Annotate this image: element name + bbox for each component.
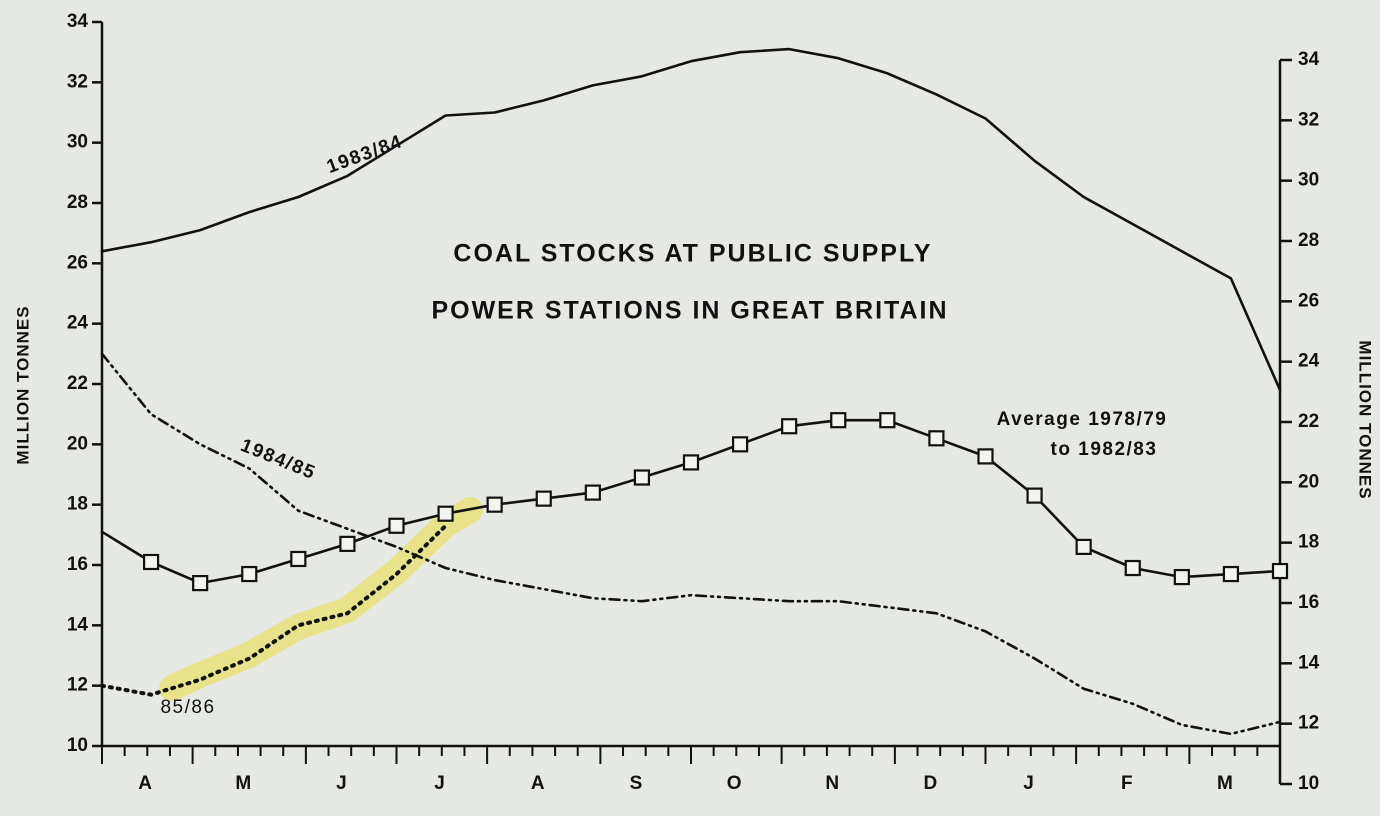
- marker: [1271, 562, 1289, 580]
- marker: [290, 550, 307, 568]
- y-tick-label: 14: [67, 614, 89, 635]
- series-line: [100, 47, 1282, 392]
- x-tick-label: S: [630, 773, 643, 794]
- y2-tick-label: 22: [1298, 411, 1319, 432]
- marker: [535, 490, 552, 507]
- y-tick-label: 18: [67, 494, 88, 515]
- marker: [1075, 538, 1092, 556]
- marker: [781, 418, 798, 435]
- y-tick-label: 12: [67, 675, 88, 696]
- marker: [1124, 559, 1141, 577]
- label-line: Average 1978/79: [997, 409, 1168, 430]
- y2-tick-label: 16: [1298, 592, 1319, 613]
- series-label: 85/86: [160, 697, 215, 718]
- label-line: to 1982/83: [1051, 439, 1158, 460]
- y-tick-label: 20: [67, 433, 88, 454]
- y2-tick-label: 32: [1298, 109, 1319, 130]
- x-tick-label: A: [138, 773, 152, 794]
- marker: [192, 574, 209, 592]
- y2-tick-label: 26: [1298, 290, 1319, 311]
- chart-title: POWER STATIONS IN GREAT BRITAIN: [431, 297, 948, 325]
- series-label: 1983/84: [324, 131, 406, 178]
- marker: [486, 496, 503, 513]
- marker: [1026, 487, 1043, 504]
- x-tick-label: D: [924, 773, 938, 794]
- y-tick-label: 26: [67, 252, 88, 273]
- highlight: [159, 497, 483, 701]
- y2-tick-label: 10: [1298, 773, 1319, 794]
- marker: [633, 469, 651, 486]
- y-tick-label: 30: [67, 132, 88, 153]
- y-tick-label: 24: [67, 313, 89, 334]
- marker: [879, 412, 896, 429]
- x-tick-label: J: [1023, 773, 1034, 794]
- series-line: [100, 523, 448, 697]
- x-tick-label: F: [1121, 773, 1133, 794]
- x-tick-label: O: [727, 773, 742, 794]
- y-tick-label: 10: [67, 735, 88, 756]
- series-line: [100, 352, 1282, 736]
- y2-tick-label: 24: [1298, 351, 1320, 372]
- chart-title: COAL STOCKS AT PUBLIC SUPPLY: [453, 240, 932, 268]
- marker: [928, 430, 945, 447]
- y2-tick-label: 34: [1298, 49, 1320, 70]
- x-tick-label: N: [825, 773, 839, 794]
- x-tick-label: J: [336, 773, 347, 794]
- marker: [584, 484, 601, 501]
- marker: [682, 454, 700, 471]
- marker: [241, 565, 258, 583]
- y2-axis-label: MILLION TONNES: [1356, 340, 1375, 499]
- y-tick-label: 34: [67, 11, 89, 32]
- x-tick-label: A: [531, 773, 545, 794]
- y2-tick-label: 30: [1298, 170, 1319, 191]
- x-tick-label: M: [235, 773, 251, 794]
- y2-tick-label: 20: [1298, 471, 1319, 492]
- y-tick-label: 22: [67, 373, 88, 394]
- y-tick-label: 28: [67, 192, 88, 213]
- marker: [339, 535, 356, 552]
- y2-tick-label: 14: [1298, 652, 1320, 673]
- y-tick-label: 16: [67, 554, 88, 575]
- y2-tick-label: 12: [1298, 713, 1319, 734]
- marker: [977, 448, 994, 465]
- y-tick-label: 32: [67, 71, 88, 92]
- marker: [388, 517, 405, 534]
- y-axis-label: MILLION TONNES: [13, 305, 32, 464]
- marker: [830, 412, 847, 429]
- marker: [437, 505, 454, 522]
- x-tick-label: J: [434, 773, 445, 794]
- series-label: Average 1978/79 to 1982/83: [997, 409, 1168, 460]
- marker: [731, 436, 749, 453]
- marker: [1173, 568, 1190, 586]
- series-label: 1984/85: [238, 435, 319, 484]
- y2-tick-label: 18: [1298, 532, 1319, 553]
- marker: [1222, 565, 1240, 583]
- x-tick-label: M: [1217, 773, 1233, 794]
- y2-tick-label: 28: [1298, 230, 1319, 251]
- marker: [142, 553, 160, 571]
